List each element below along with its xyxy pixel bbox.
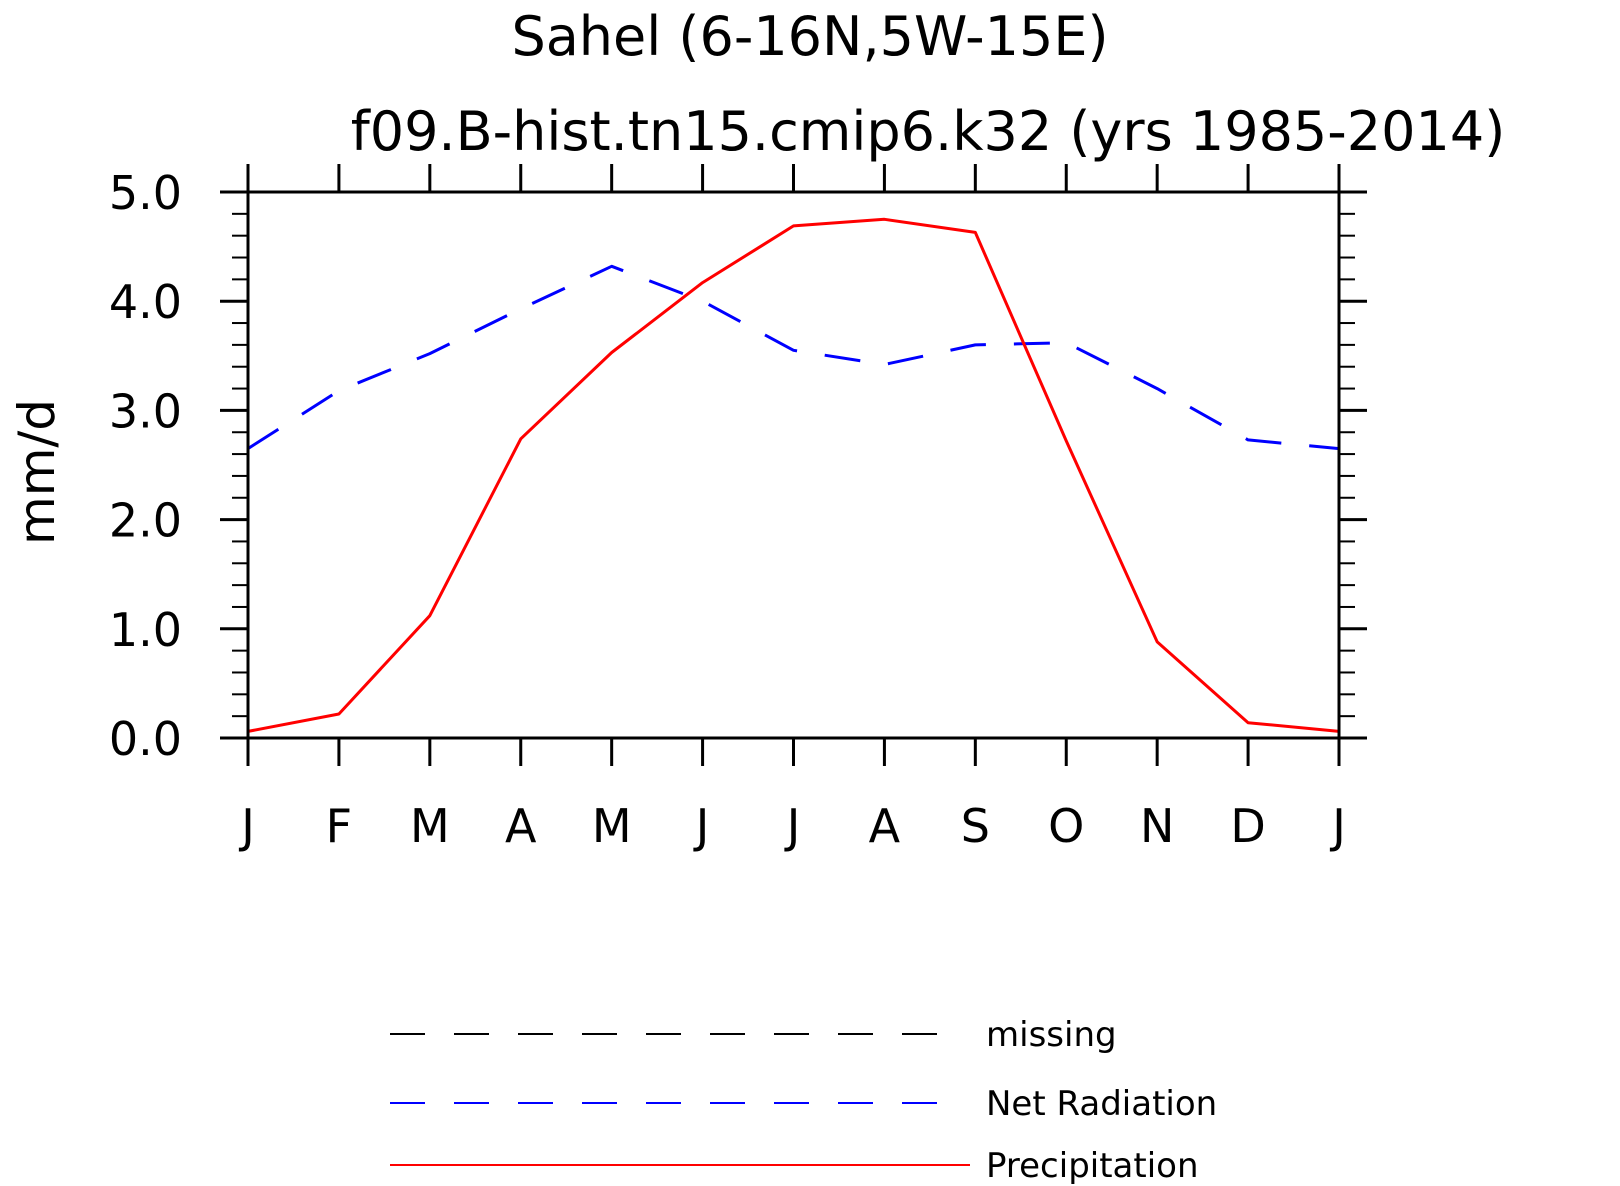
y-tick-label: 2.0 xyxy=(109,494,182,548)
y-tick-label: 4.0 xyxy=(109,275,182,329)
legend-label-precipitation: Precipitation xyxy=(986,1146,1199,1186)
x-tick-label: A xyxy=(505,799,537,853)
chart-title: Sahel (6-16N,5W-15E) xyxy=(511,5,1108,68)
series-line-precipitation xyxy=(247,217,1340,733)
y-tick-label: 5.0 xyxy=(109,166,182,220)
y-tick-label: 3.0 xyxy=(109,384,182,438)
legend-label-net-radiation: Net Radiation xyxy=(986,1084,1217,1124)
series-lines xyxy=(247,217,1340,733)
legend: missing Net Radiation Precipitation xyxy=(390,1015,1217,1186)
x-tick-label: M xyxy=(410,799,450,853)
x-tick-label: A xyxy=(869,799,901,853)
x-tick-label: N xyxy=(1140,799,1174,853)
plot-frame xyxy=(246,190,1341,740)
legend-label-missing: missing xyxy=(986,1015,1117,1055)
x-tick-label: F xyxy=(326,799,352,853)
series-line-net-radiation xyxy=(247,264,1340,451)
x-tick-label: D xyxy=(1230,799,1265,853)
y-axis-label: mm/d xyxy=(8,399,66,545)
x-tick-label: J xyxy=(784,799,801,853)
x-tick-label: S xyxy=(961,799,990,853)
y-tick-label: 0.0 xyxy=(109,712,182,766)
chart-subtitle: f09.B-hist.tn15.cmip6.k32 (yrs 1985-2014… xyxy=(351,100,1506,163)
axis-ticks xyxy=(220,164,1367,766)
x-tick-label: J xyxy=(238,799,255,853)
x-tick-label: O xyxy=(1048,799,1084,853)
x-tick-label: J xyxy=(693,799,710,853)
x-tick-label: J xyxy=(1329,799,1346,853)
y-tick-label: 1.0 xyxy=(109,603,182,657)
x-tick-label: M xyxy=(592,799,632,853)
tick-labels: J F M A M J J A S O N D J 0.0 1.0 2.0 3.0 4.0 5.0 xyxy=(109,166,1346,853)
